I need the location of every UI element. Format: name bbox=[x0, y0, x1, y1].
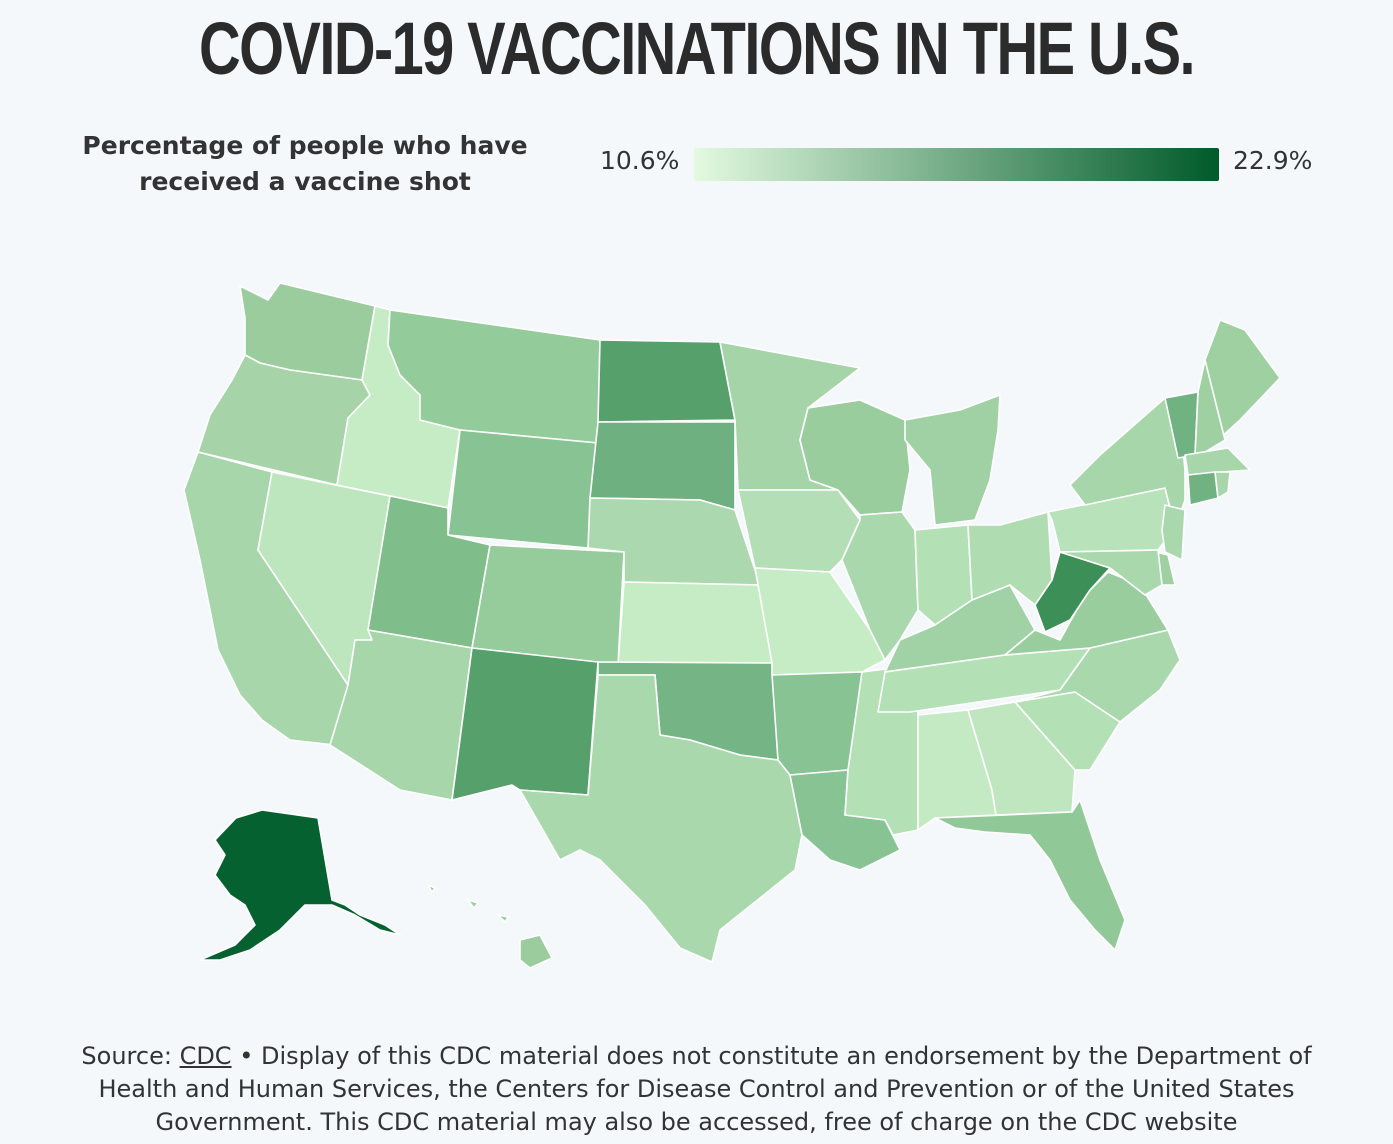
state-il bbox=[841, 511, 919, 661]
state-ri bbox=[1214, 471, 1231, 499]
state-nh bbox=[1194, 359, 1226, 456]
state-va bbox=[1004, 571, 1169, 656]
source-disclaimer: • Display of this CDC material does not … bbox=[98, 1042, 1312, 1136]
state-sd bbox=[589, 421, 736, 511]
legend-min-label: 10.6% bbox=[600, 146, 680, 175]
state-nm bbox=[451, 647, 599, 801]
state-wy bbox=[447, 429, 599, 549]
state-fl bbox=[934, 799, 1126, 951]
state-ma bbox=[1184, 447, 1251, 476]
state-mi bbox=[904, 394, 1001, 526]
state-hi bbox=[427, 884, 553, 969]
legend-title-line-1: Percentage of people who have bbox=[82, 131, 528, 160]
source-cdc-link[interactable]: CDC bbox=[179, 1042, 232, 1070]
legend-color-bar bbox=[694, 148, 1219, 181]
legend-title: Percentage of people who have received a… bbox=[60, 128, 550, 200]
state-co bbox=[471, 544, 625, 666]
state-ak bbox=[199, 809, 401, 961]
source-note: Source: CDC • Display of this CDC materi… bbox=[40, 1040, 1353, 1139]
page-title: COVID-19 VACCINATIONS IN THE U.S. bbox=[198, 7, 1196, 90]
state-ks bbox=[617, 581, 773, 666]
state-tx bbox=[519, 674, 803, 963]
state-wv bbox=[1034, 551, 1111, 633]
legend-max-label: 22.9% bbox=[1233, 146, 1313, 175]
legend-title-line-2: received a vaccine shot bbox=[139, 167, 471, 196]
state-nj bbox=[1161, 504, 1186, 561]
source-prefix: Source: bbox=[81, 1042, 180, 1070]
state-nd bbox=[597, 339, 736, 423]
state-ny bbox=[1069, 397, 1186, 529]
state-md bbox=[1059, 549, 1163, 596]
state-mo bbox=[754, 567, 886, 676]
state-ct bbox=[1187, 471, 1219, 506]
